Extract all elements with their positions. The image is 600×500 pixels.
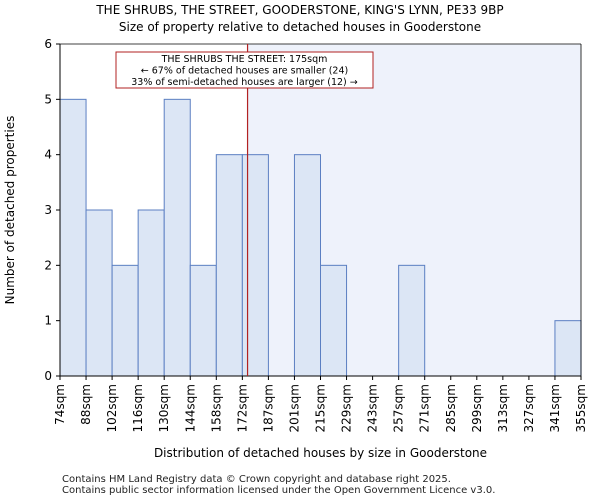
- bar-74sqm: [59, 98, 87, 377]
- chart-title-line1: THE SHRUBS, THE STREET, GOODERSTONE, KIN…: [96, 3, 504, 17]
- bar-201sqm: [293, 154, 322, 377]
- footer-line2: Contains public sector information licen…: [62, 485, 496, 496]
- annotation-box: THE SHRUBS THE STREET: 175sqm← 67% of de…: [115, 51, 374, 89]
- x-tick-label-341sqm: 341sqm: [548, 384, 562, 432]
- bar-172sqm: [241, 154, 269, 377]
- annotation-line-1: THE SHRUBS THE STREET: 175sqm: [161, 54, 328, 65]
- x-tick-label-187sqm: 187sqm: [261, 384, 275, 432]
- y-tick-label-3: 3: [44, 203, 52, 217]
- x-tick-label-102sqm: 102sqm: [105, 384, 119, 432]
- bar-215sqm: [320, 264, 348, 377]
- y-tick-label-2: 2: [44, 258, 52, 272]
- x-tick-label-88sqm: 88sqm: [79, 384, 93, 425]
- y-tick-label-1: 1: [44, 314, 52, 328]
- annotation-line-2: ← 67% of detached houses are smaller (24…: [141, 66, 348, 77]
- bar-130sqm: [163, 98, 191, 377]
- bar-257sqm: [398, 264, 426, 377]
- x-tick-label-229sqm: 229sqm: [340, 384, 354, 432]
- x-tick-label-257sqm: 257sqm: [392, 384, 406, 432]
- bar-341sqm: [554, 320, 582, 377]
- x-tick-label-172sqm: 172sqm: [235, 384, 249, 432]
- bar-116sqm: [137, 209, 165, 377]
- x-tick-label-74sqm: 74sqm: [53, 384, 67, 425]
- x-tick-label-158sqm: 158sqm: [209, 384, 223, 432]
- bar-102sqm: [111, 264, 139, 377]
- bar-144sqm: [189, 264, 217, 377]
- x-tick-label-327sqm: 327sqm: [522, 384, 536, 432]
- bars-group: [59, 98, 582, 377]
- annotation-box-frame: [115, 51, 374, 89]
- y-tick-label-4: 4: [44, 148, 52, 162]
- x-tick-label-299sqm: 299sqm: [470, 384, 484, 432]
- y-ticks-group: 0 1 2 3 4 5 6: [44, 37, 60, 383]
- x-ticks-group: 74sqm 88sqm 102sqm 116sqm 130sqm 144sqm 158sqm…: [53, 376, 588, 432]
- y-tick-label-0: 0: [44, 369, 52, 383]
- x-tick-label-201sqm: 201sqm: [287, 384, 301, 432]
- chart-title-line2: Size of property relative to detached ho…: [118, 20, 482, 34]
- annotation-line-3: 33% of semi-detached houses are larger (…: [131, 77, 358, 88]
- footer-line1: Contains HM Land Registry data © Crown c…: [62, 474, 451, 485]
- histogram-chart: 0 1 2 3 4 5 6 74sqm 88sqm 102sqm 116sqm 130sqm 144s…: [3, 37, 588, 460]
- x-tick-label-144sqm: 144sqm: [183, 384, 197, 432]
- x-tick-label-130sqm: 130sqm: [157, 384, 171, 432]
- x-tick-label-243sqm: 243sqm: [366, 384, 380, 432]
- y-tick-label-5: 5: [44, 92, 52, 106]
- bar-158sqm: [215, 154, 243, 377]
- bar-88sqm: [85, 209, 113, 377]
- x-tick-label-215sqm: 215sqm: [314, 384, 328, 432]
- x-tick-label-285sqm: 285sqm: [444, 384, 458, 432]
- x-tick-label-116sqm: 116sqm: [131, 384, 145, 432]
- x-tick-label-271sqm: 271sqm: [418, 384, 432, 432]
- y-tick-label-6: 6: [44, 37, 52, 51]
- x-tick-label-355sqm: 355sqm: [574, 384, 588, 432]
- x-axis-label: Distribution of detached houses by size …: [154, 446, 487, 460]
- y-axis-label: Number of detached properties: [3, 116, 17, 305]
- x-tick-label-313sqm: 313sqm: [496, 384, 510, 432]
